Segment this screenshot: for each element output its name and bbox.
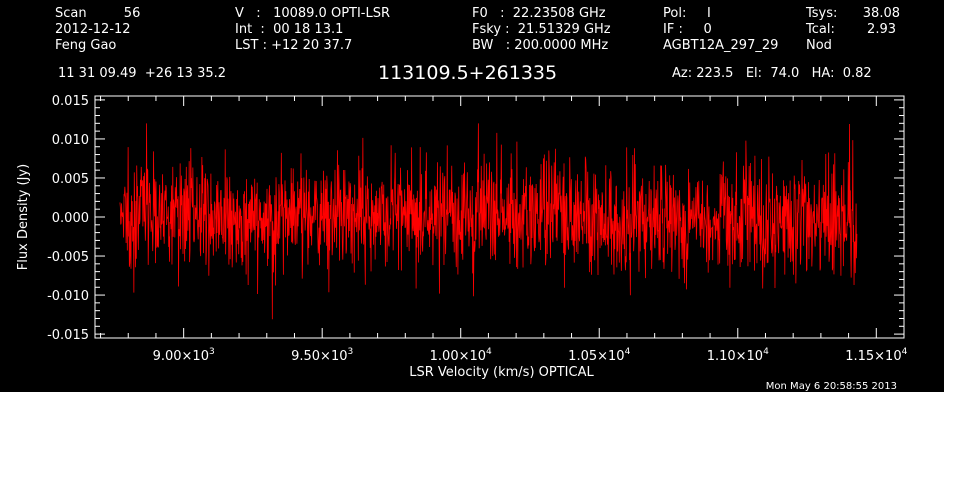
y-tick-label: -0.015 — [47, 328, 89, 343]
scan-label: Scan 56 — [55, 6, 141, 21]
y-tick-label: 0.015 — [52, 94, 89, 109]
source-name: 113109.5+261335 — [378, 62, 558, 84]
x-tick-label: 1.10×104 — [707, 347, 769, 364]
lst-info: LST : +12 20 37.7 — [235, 38, 353, 53]
project-id: AGBT12A_297_29 — [663, 38, 779, 53]
x-tick-label: 9.50×103 — [291, 347, 353, 364]
tcal-value: 2.93 — [867, 22, 896, 37]
spectrum-line — [119, 123, 858, 320]
tsys-value: 38.08 — [862, 6, 900, 21]
y-tick-label: 0.005 — [52, 172, 89, 187]
y-tick-label: 0.000 — [52, 211, 89, 226]
polarization: Pol: I — [663, 6, 711, 21]
y-tick-label: -0.005 — [47, 250, 89, 265]
spectrum-plot-panel: Scan 56 2012-12-12 Feng Gao V : 10089.0 … — [0, 0, 944, 392]
x-tick-label: 1.05×104 — [568, 347, 630, 364]
spectrum-chart: 9.00×103 9.50×103 1.00×104 1.05×104 1.10×104… — [16, 94, 908, 392]
y-tick-label: 0.010 — [52, 133, 89, 148]
tcal-label: Tcal: — [806, 22, 835, 37]
bandwidth: BW : 200.0000 MHz — [472, 38, 609, 53]
obs-date: 2012-12-12 — [55, 22, 131, 37]
x-tick-label: 9.00×103 — [153, 347, 215, 364]
tsys-label: Tsys: — [806, 6, 838, 21]
sky-frequency: Fsky : 21.51329 GHz — [472, 22, 611, 37]
switch-mode: Nod — [806, 38, 832, 53]
source-coordinates: 11 31 09.49 +26 13 35.2 — [58, 66, 227, 81]
if-number: IF : 0 — [663, 22, 712, 37]
rest-frequency: F0 : 22.23508 GHz — [472, 6, 606, 21]
x-tick-label: 1.15×104 — [845, 347, 907, 364]
x-axis-title: LSR Velocity (km/s) OPTICAL — [409, 365, 594, 380]
y-tick-label: -0.010 — [47, 289, 89, 304]
plot-timestamp: Mon May 6 20:58:55 2013 — [766, 381, 897, 392]
y-axis-title: Flux Density (Jy) — [16, 164, 31, 270]
integration-time: Int : 00 18 13.1 — [235, 22, 344, 37]
pointing-info: Az: 223.5 El: 74.0 HA: 0.82 — [672, 66, 872, 81]
x-tick-label: 1.00×104 — [430, 347, 492, 364]
observer-name: Feng Gao — [55, 38, 117, 53]
velocity-info: V : 10089.0 OPTI-LSR — [235, 6, 391, 21]
